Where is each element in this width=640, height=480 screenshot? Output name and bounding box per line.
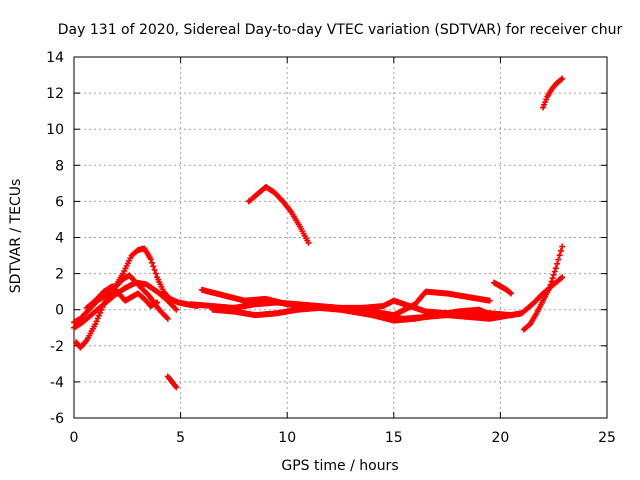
data-point — [551, 268, 558, 275]
x-axis-title: GPS time / hours — [281, 458, 398, 474]
data-point — [173, 306, 180, 313]
data-point — [559, 75, 566, 82]
x-tick-label: 20 — [491, 430, 509, 446]
series-track-m — [540, 75, 566, 111]
data-points — [71, 75, 566, 391]
data-point — [305, 239, 312, 246]
y-tick-label: 12 — [46, 86, 64, 102]
data-point — [508, 290, 515, 297]
series-track-j — [245, 183, 312, 246]
data-point — [506, 289, 513, 296]
x-tick-label: 25 — [598, 430, 616, 446]
data-point — [488, 312, 495, 319]
data-point — [550, 271, 557, 278]
data-point — [152, 270, 159, 277]
y-tick-label: 14 — [46, 50, 64, 66]
data-point — [149, 259, 156, 266]
series-track-k — [491, 279, 515, 297]
data-point — [150, 263, 157, 270]
y-tick-label: -6 — [50, 411, 64, 427]
x-axis: 0 5 10 15 20 25 — [70, 57, 616, 446]
data-point — [547, 281, 554, 288]
data-point — [556, 252, 563, 259]
y-tick-label: 0 — [55, 303, 64, 319]
data-point — [518, 310, 525, 317]
data-point — [555, 256, 562, 263]
series-track-l — [520, 243, 566, 333]
y-tick-label: 2 — [55, 267, 64, 283]
y-axis: -6 -4 -2 0 2 4 6 8 10 12 14 — [46, 50, 607, 427]
y-tick-label: 6 — [55, 194, 64, 210]
x-tick-label: 5 — [176, 430, 185, 446]
data-point — [552, 265, 559, 272]
series-track-i — [348, 306, 495, 324]
y-tick-label: -4 — [50, 375, 64, 391]
x-tick-label: 0 — [70, 430, 79, 446]
chart-title: Day 131 of 2020, Sidereal Day-to-day VTE… — [58, 22, 623, 38]
data-point — [554, 260, 561, 267]
data-point — [147, 256, 154, 263]
data-point — [558, 76, 565, 83]
data-point — [557, 247, 564, 254]
x-tick-label: 15 — [385, 430, 403, 446]
data-point — [546, 285, 553, 292]
data-point — [549, 275, 556, 282]
y-tick-label: 8 — [55, 158, 64, 174]
data-point — [154, 299, 161, 306]
data-point — [548, 278, 555, 285]
data-point — [559, 274, 566, 281]
data-point — [486, 297, 493, 304]
series-track-d — [83, 283, 161, 311]
x-tick-label: 10 — [278, 430, 296, 446]
y-tick-label: 4 — [55, 231, 64, 247]
y-axis-title: SDTVAR / TECUs — [8, 179, 24, 294]
data-point — [559, 243, 566, 250]
series-track-e — [164, 373, 180, 391]
data-point — [173, 384, 180, 391]
data-point — [164, 315, 171, 322]
y-tick-label: 10 — [46, 122, 64, 138]
y-tick-label: -2 — [50, 339, 64, 355]
data-point — [151, 266, 158, 273]
